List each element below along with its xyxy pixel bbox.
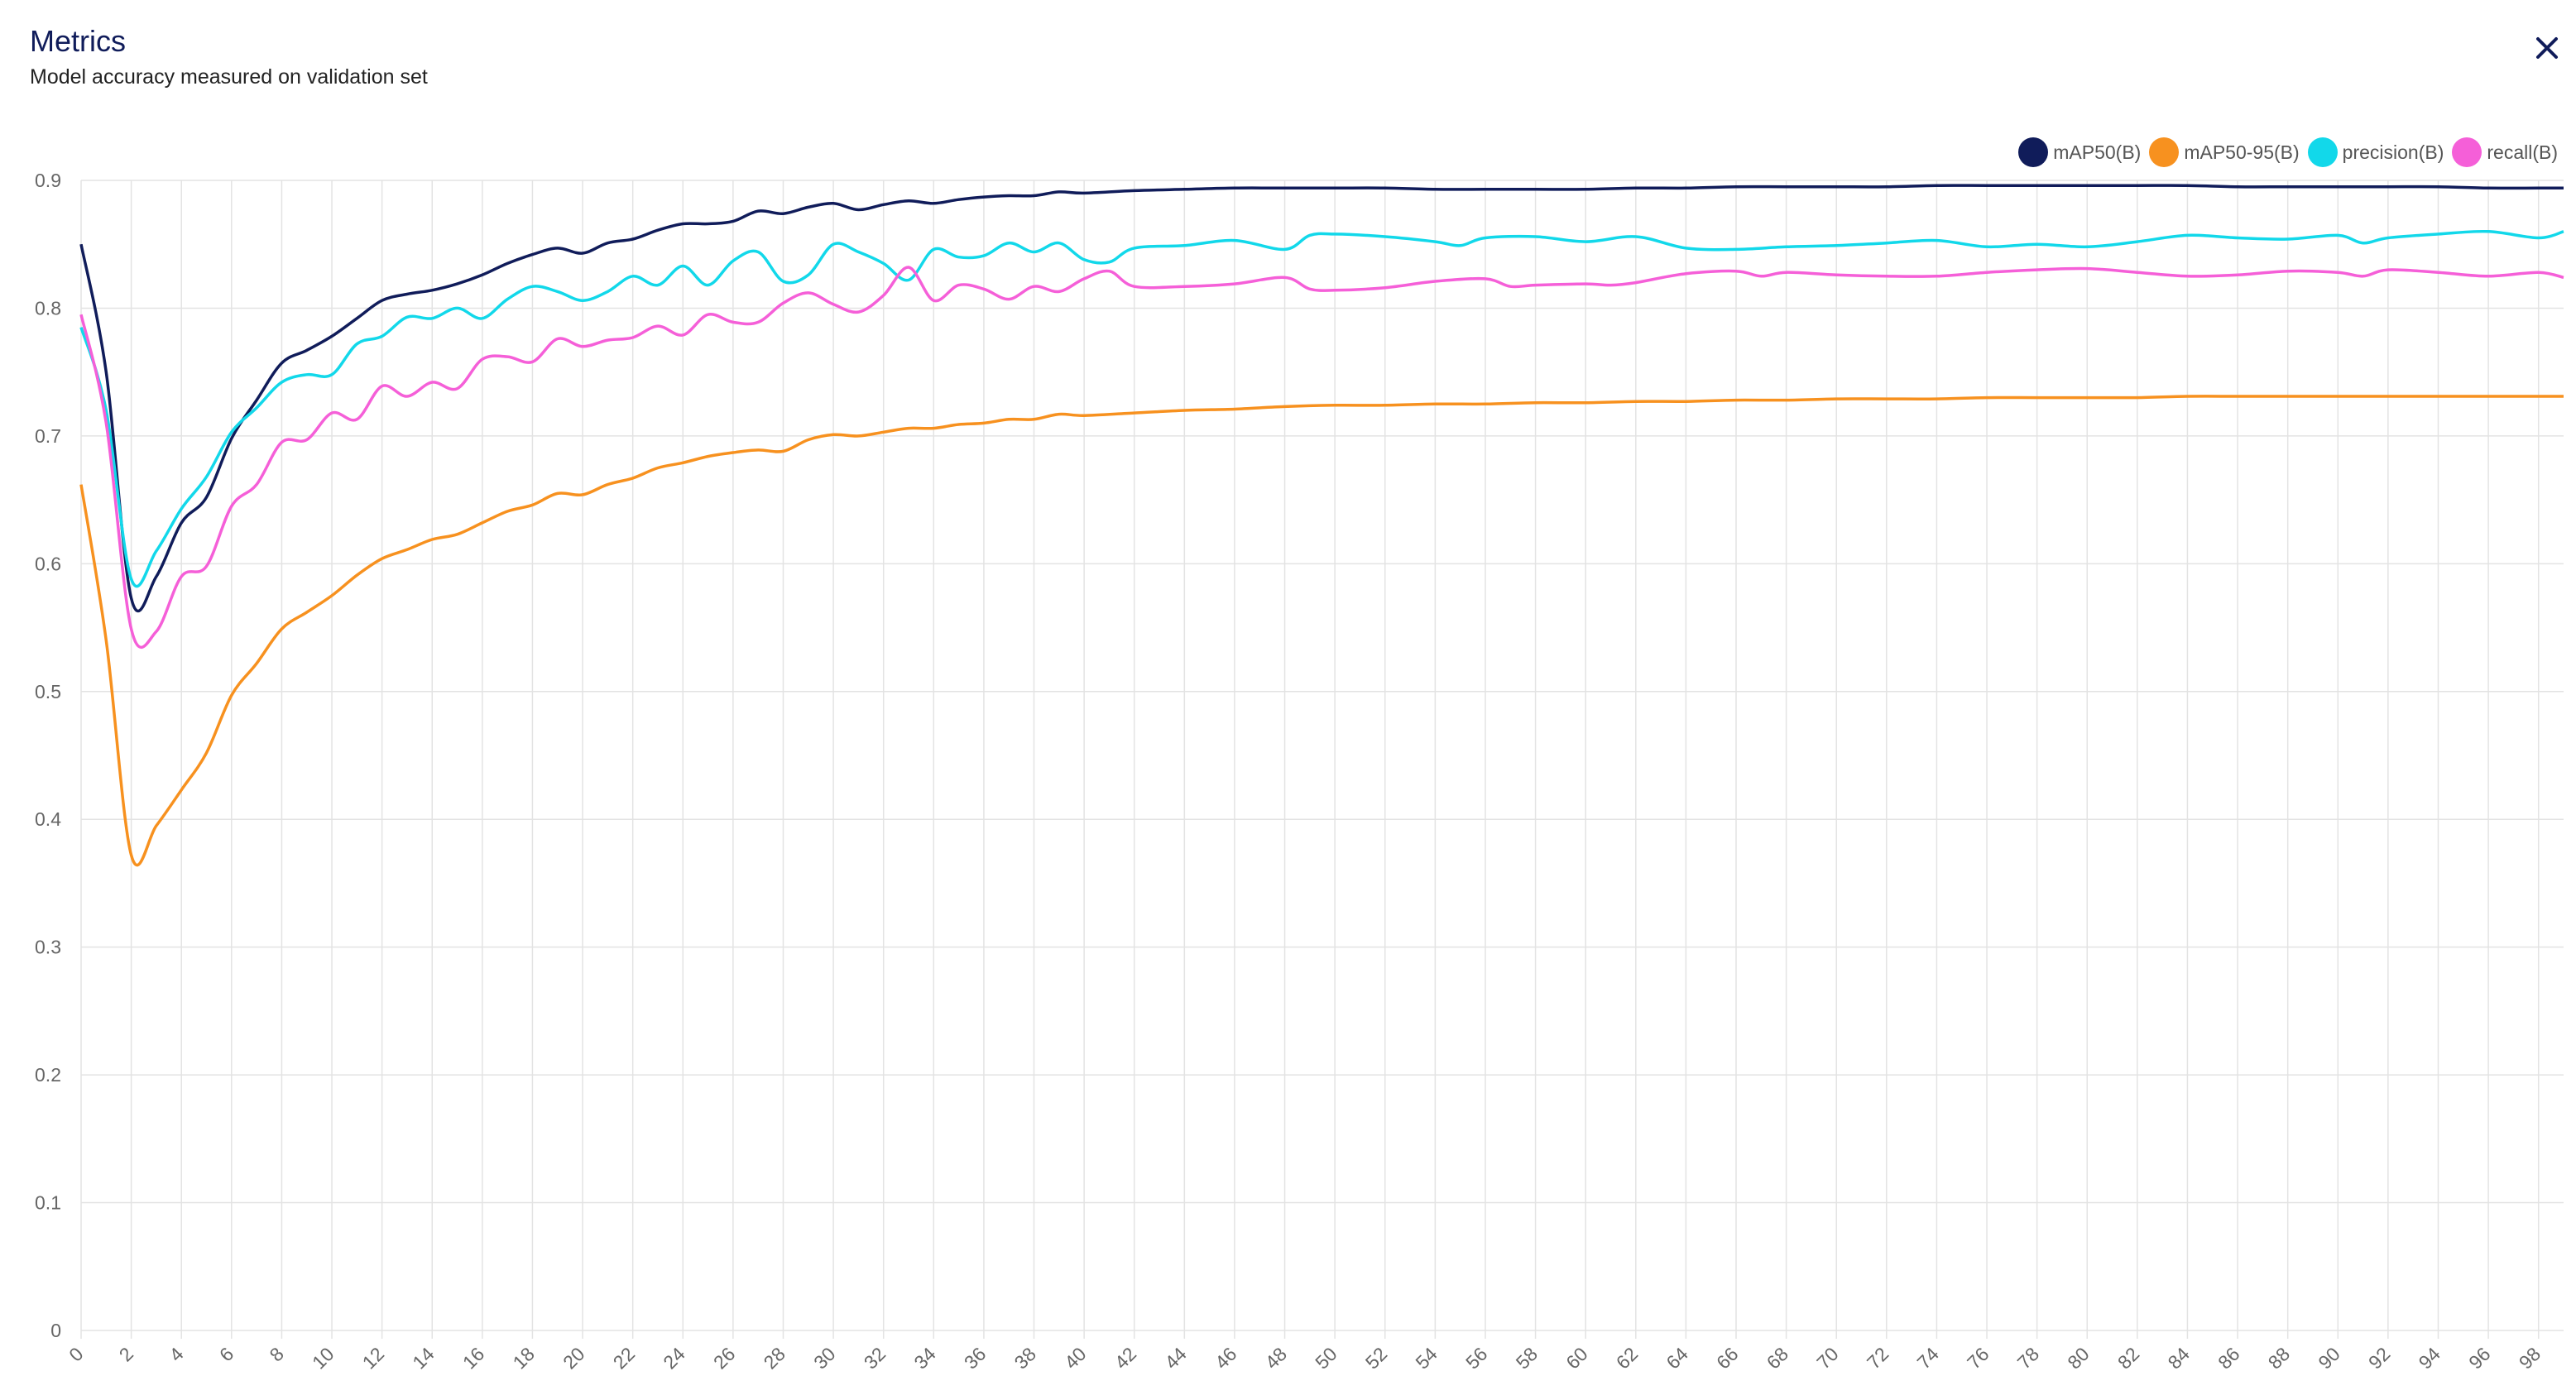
x-tick-label: 84 (2164, 1343, 2195, 1373)
x-tick-label: 80 (2063, 1343, 2093, 1373)
x-tick-label: 88 (2264, 1343, 2294, 1373)
x-tick-label: 52 (1361, 1343, 1391, 1373)
series-line-recall-b (79, 266, 2564, 650)
x-tick-label: 50 (1311, 1343, 1341, 1373)
x-tick-label: 96 (2464, 1343, 2494, 1373)
series-line-map50-95-b (79, 395, 2564, 867)
x-tick-label: 26 (709, 1343, 739, 1373)
y-tick-label: 0.8 (35, 297, 61, 319)
x-tick-label: 56 (1461, 1343, 1491, 1373)
x-tick-label: 18 (509, 1343, 539, 1373)
legend-swatch (2452, 137, 2482, 167)
x-tick-label: 62 (1612, 1343, 1642, 1373)
x-tick-label: 98 (2515, 1343, 2545, 1373)
legend-swatch (2018, 137, 2049, 167)
x-tick-label: 58 (1512, 1343, 1542, 1373)
x-tick-label: 12 (358, 1343, 388, 1373)
legend-label: mAP50-95(B) (2184, 141, 2300, 163)
x-tick-label: 82 (2113, 1343, 2143, 1373)
x-tick-label: 14 (408, 1343, 439, 1373)
x-tick-label: 92 (2364, 1343, 2394, 1373)
x-tick-label: 28 (760, 1343, 789, 1373)
x-tick-label: 36 (960, 1343, 990, 1373)
x-tick-label: 86 (2214, 1343, 2243, 1373)
x-tick-label: 10 (308, 1343, 338, 1373)
x-tick-label: 76 (1963, 1343, 1993, 1373)
legend-swatch (2307, 137, 2338, 167)
x-tick-label: 78 (2013, 1343, 2043, 1373)
x-tick-label: 20 (559, 1343, 588, 1373)
y-tick-label: 0.7 (35, 425, 61, 447)
x-tick-label: 16 (458, 1343, 488, 1373)
y-tick-label: 0.1 (35, 1192, 61, 1214)
x-tick-label: 22 (609, 1343, 639, 1373)
x-tick-label: 2 (115, 1343, 137, 1365)
x-tick-label: 8 (266, 1343, 288, 1365)
y-tick-label: 0.3 (35, 937, 61, 958)
x-tick-label: 74 (1912, 1343, 1943, 1373)
x-tick-label: 0 (65, 1343, 87, 1365)
x-tick-label: 4 (165, 1343, 188, 1366)
legend-swatch (2149, 137, 2180, 167)
x-tick-label: 94 (2415, 1343, 2445, 1373)
page-title: Metrics (30, 24, 126, 58)
x-tick-label: 48 (1261, 1343, 1291, 1373)
legend-item-precision-b[interactable]: precision(B) (2307, 137, 2444, 167)
y-axis-ticks: 0 0.1 0.2 0.3 0.4 0.5 0.6 0.7 0.8 0.9 (35, 170, 61, 1341)
x-tick-label: 46 (1211, 1343, 1240, 1373)
x-tick-label: 32 (860, 1343, 890, 1373)
legend-label: recall(B) (2487, 141, 2558, 163)
x-tick-label: 64 (1662, 1343, 1692, 1373)
page-subtitle: Model accuracy measured on validation se… (30, 65, 428, 89)
chart-grid (80, 180, 2564, 1339)
legend-label: mAP50(B) (2053, 141, 2142, 163)
x-tick-label: 90 (2314, 1343, 2343, 1373)
y-tick-label: 0.2 (35, 1064, 61, 1086)
x-axis-ticks: 0 2 4 6 8 10 12 14 16 18 20 22 24 26 28 30 32 34 36 38 40 42 4… (65, 1343, 2545, 1373)
x-tick-label: 42 (1111, 1343, 1140, 1373)
y-tick-label: 0.9 (35, 170, 61, 191)
y-tick-label: 0 (50, 1320, 61, 1341)
x-tick-label: 72 (1863, 1343, 1892, 1373)
x-tick-label: 44 (1160, 1343, 1191, 1373)
x-tick-label: 66 (1712, 1343, 1742, 1373)
x-tick-label: 38 (1010, 1343, 1040, 1373)
chart-legend: mAP50(B) mAP50-95(B) precision(B) recall(B) (2018, 137, 2558, 167)
x-tick-label: 68 (1763, 1343, 1792, 1373)
series-line-precision-b (79, 229, 2564, 588)
x-tick-label: 6 (215, 1343, 237, 1365)
x-tick-label: 40 (1060, 1343, 1090, 1373)
x-tick-label: 70 (1812, 1343, 1842, 1373)
chart-header: Metrics Model accuracy measured on valid… (30, 23, 428, 89)
x-tick-label: 30 (809, 1343, 839, 1373)
x-tick-label: 54 (1411, 1343, 1442, 1373)
chart-series (79, 184, 2564, 867)
legend-item-recall-b[interactable]: recall(B) (2452, 137, 2558, 167)
x-tick-label: 60 (1561, 1343, 1591, 1373)
y-tick-label: 0.4 (35, 808, 61, 830)
x-tick-label: 24 (659, 1343, 689, 1373)
legend-item-map50-b[interactable]: mAP50(B) (2018, 137, 2141, 167)
y-tick-label: 0.6 (35, 553, 61, 574)
series-line-map50-b (79, 184, 2564, 613)
close-button[interactable] (2530, 31, 2564, 65)
legend-label: precision(B) (2342, 141, 2444, 163)
legend-item-map50-95-b[interactable]: mAP50-95(B) (2149, 137, 2300, 167)
close-icon (2536, 37, 2558, 59)
y-tick-label: 0.5 (35, 681, 61, 702)
x-tick-label: 34 (909, 1343, 940, 1373)
